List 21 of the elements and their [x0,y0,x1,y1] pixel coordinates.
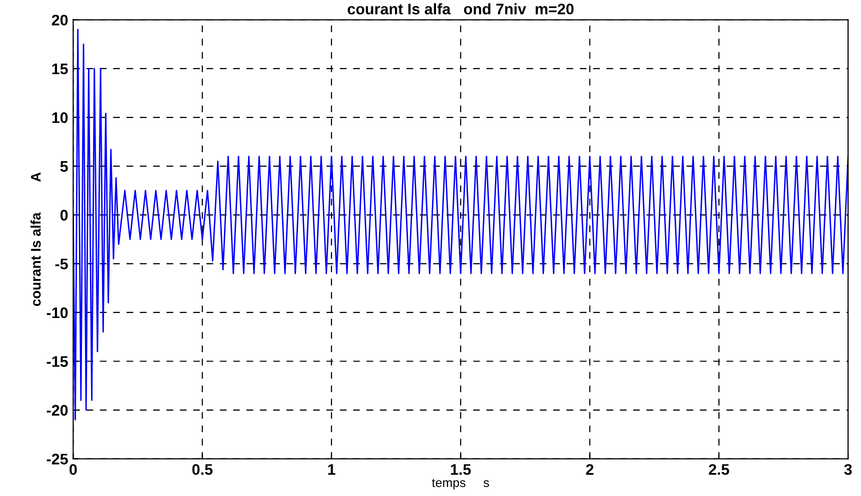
x-tick-label: 1 [328,464,336,475]
x-tick-label: 2 [586,464,594,475]
y-tick-label: -25 [46,454,68,464]
x-tick-label: 3 [844,464,852,475]
x-axis-title: temps s [432,478,490,490]
y-tick-label: 5 [60,161,68,172]
y-tick-label: 20 [52,14,68,26]
y-axis-title: courant Is alfa A [30,172,41,306]
chart-title: courant Is alfa ond 7niv m=20 [348,3,574,14]
y-tick-label: 15 [52,64,68,74]
x-tick-label: 0 [70,464,77,475]
y-tick-label: -15 [46,356,68,367]
y-tick-label: -20 [46,404,68,416]
y-tick-label: 10 [52,112,68,124]
y-tick-label: -5 [55,258,68,270]
line-series [73,28,848,420]
y-tick-label: -10 [46,307,68,318]
x-tick-label: 0.5 [192,464,213,475]
x-tick-label: 1.5 [450,464,471,475]
y-tick-label: 0 [60,210,68,221]
x-tick-label: 2.5 [708,464,730,475]
